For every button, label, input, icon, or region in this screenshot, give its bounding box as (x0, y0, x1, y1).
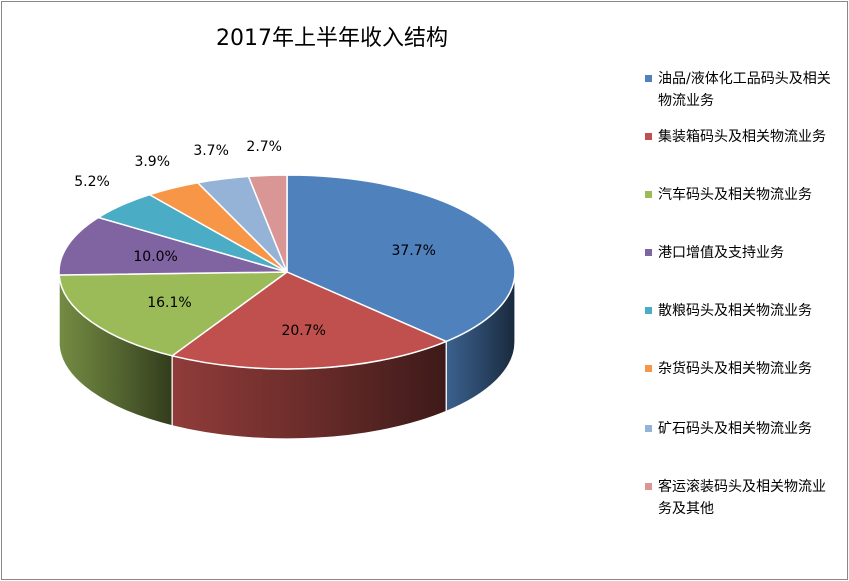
legend-swatch (645, 133, 652, 140)
legend-label: 矿石码头及相关物流业务 (658, 421, 812, 437)
legend-item: 杂货码头及相关物流业务 (644, 358, 839, 380)
data-label-4: 5.2% (74, 174, 110, 190)
data-label-0: 37.7% (391, 243, 435, 259)
pie-slice-1 (171, 271, 447, 370)
data-label-2: 16.1% (147, 295, 191, 311)
legend-label: 集装箱码头及相关物流业务 (658, 129, 826, 145)
legend-label: 油品/液体化工品码头及相关物流业务 (658, 71, 831, 109)
legend-item: 汽车码头及相关物流业务 (644, 184, 839, 206)
legend-swatch (645, 307, 652, 314)
pie-slice-0 (286, 174, 516, 343)
chart-title: 2017年上半年收入结构 (216, 26, 448, 51)
legend-label: 港口增值及支持业务 (658, 245, 784, 261)
legend-label: 汽车码头及相关物流业务 (658, 187, 812, 203)
legend-label: 杂货码头及相关物流业务 (658, 361, 812, 377)
legend-swatch (645, 483, 652, 490)
legend-item: 客运滚装码头及相关物流业务及其他 (644, 476, 839, 520)
legend-item: 矿石码头及相关物流业务 (644, 418, 839, 440)
data-label-6: 3.7% (193, 143, 229, 159)
legend-label: 客运滚装码头及相关物流业务及其他 (658, 479, 826, 517)
legend-swatch (645, 425, 652, 432)
legend-item: 港口增值及支持业务 (644, 242, 839, 264)
legend-item: 散粮码头及相关物流业务 (644, 300, 839, 322)
data-label-7: 2.7% (246, 139, 282, 155)
legend-label: 散粮码头及相关物流业务 (658, 303, 812, 319)
legend-swatch (645, 75, 652, 82)
data-label-5: 3.9% (134, 154, 170, 170)
legend-swatch (645, 249, 652, 256)
legend-item: 油品/液体化工品码头及相关物流业务 (644, 68, 839, 112)
legend-swatch (645, 191, 652, 198)
legend-swatch (645, 365, 652, 372)
legend-item: 集装箱码头及相关物流业务 (644, 126, 839, 148)
pie-slice-3 (58, 216, 288, 276)
data-label-3: 10.0% (133, 249, 177, 265)
data-label-1: 20.7% (281, 323, 325, 339)
pie-slice-7 (247, 174, 288, 273)
pie-slice-2 (58, 271, 288, 357)
